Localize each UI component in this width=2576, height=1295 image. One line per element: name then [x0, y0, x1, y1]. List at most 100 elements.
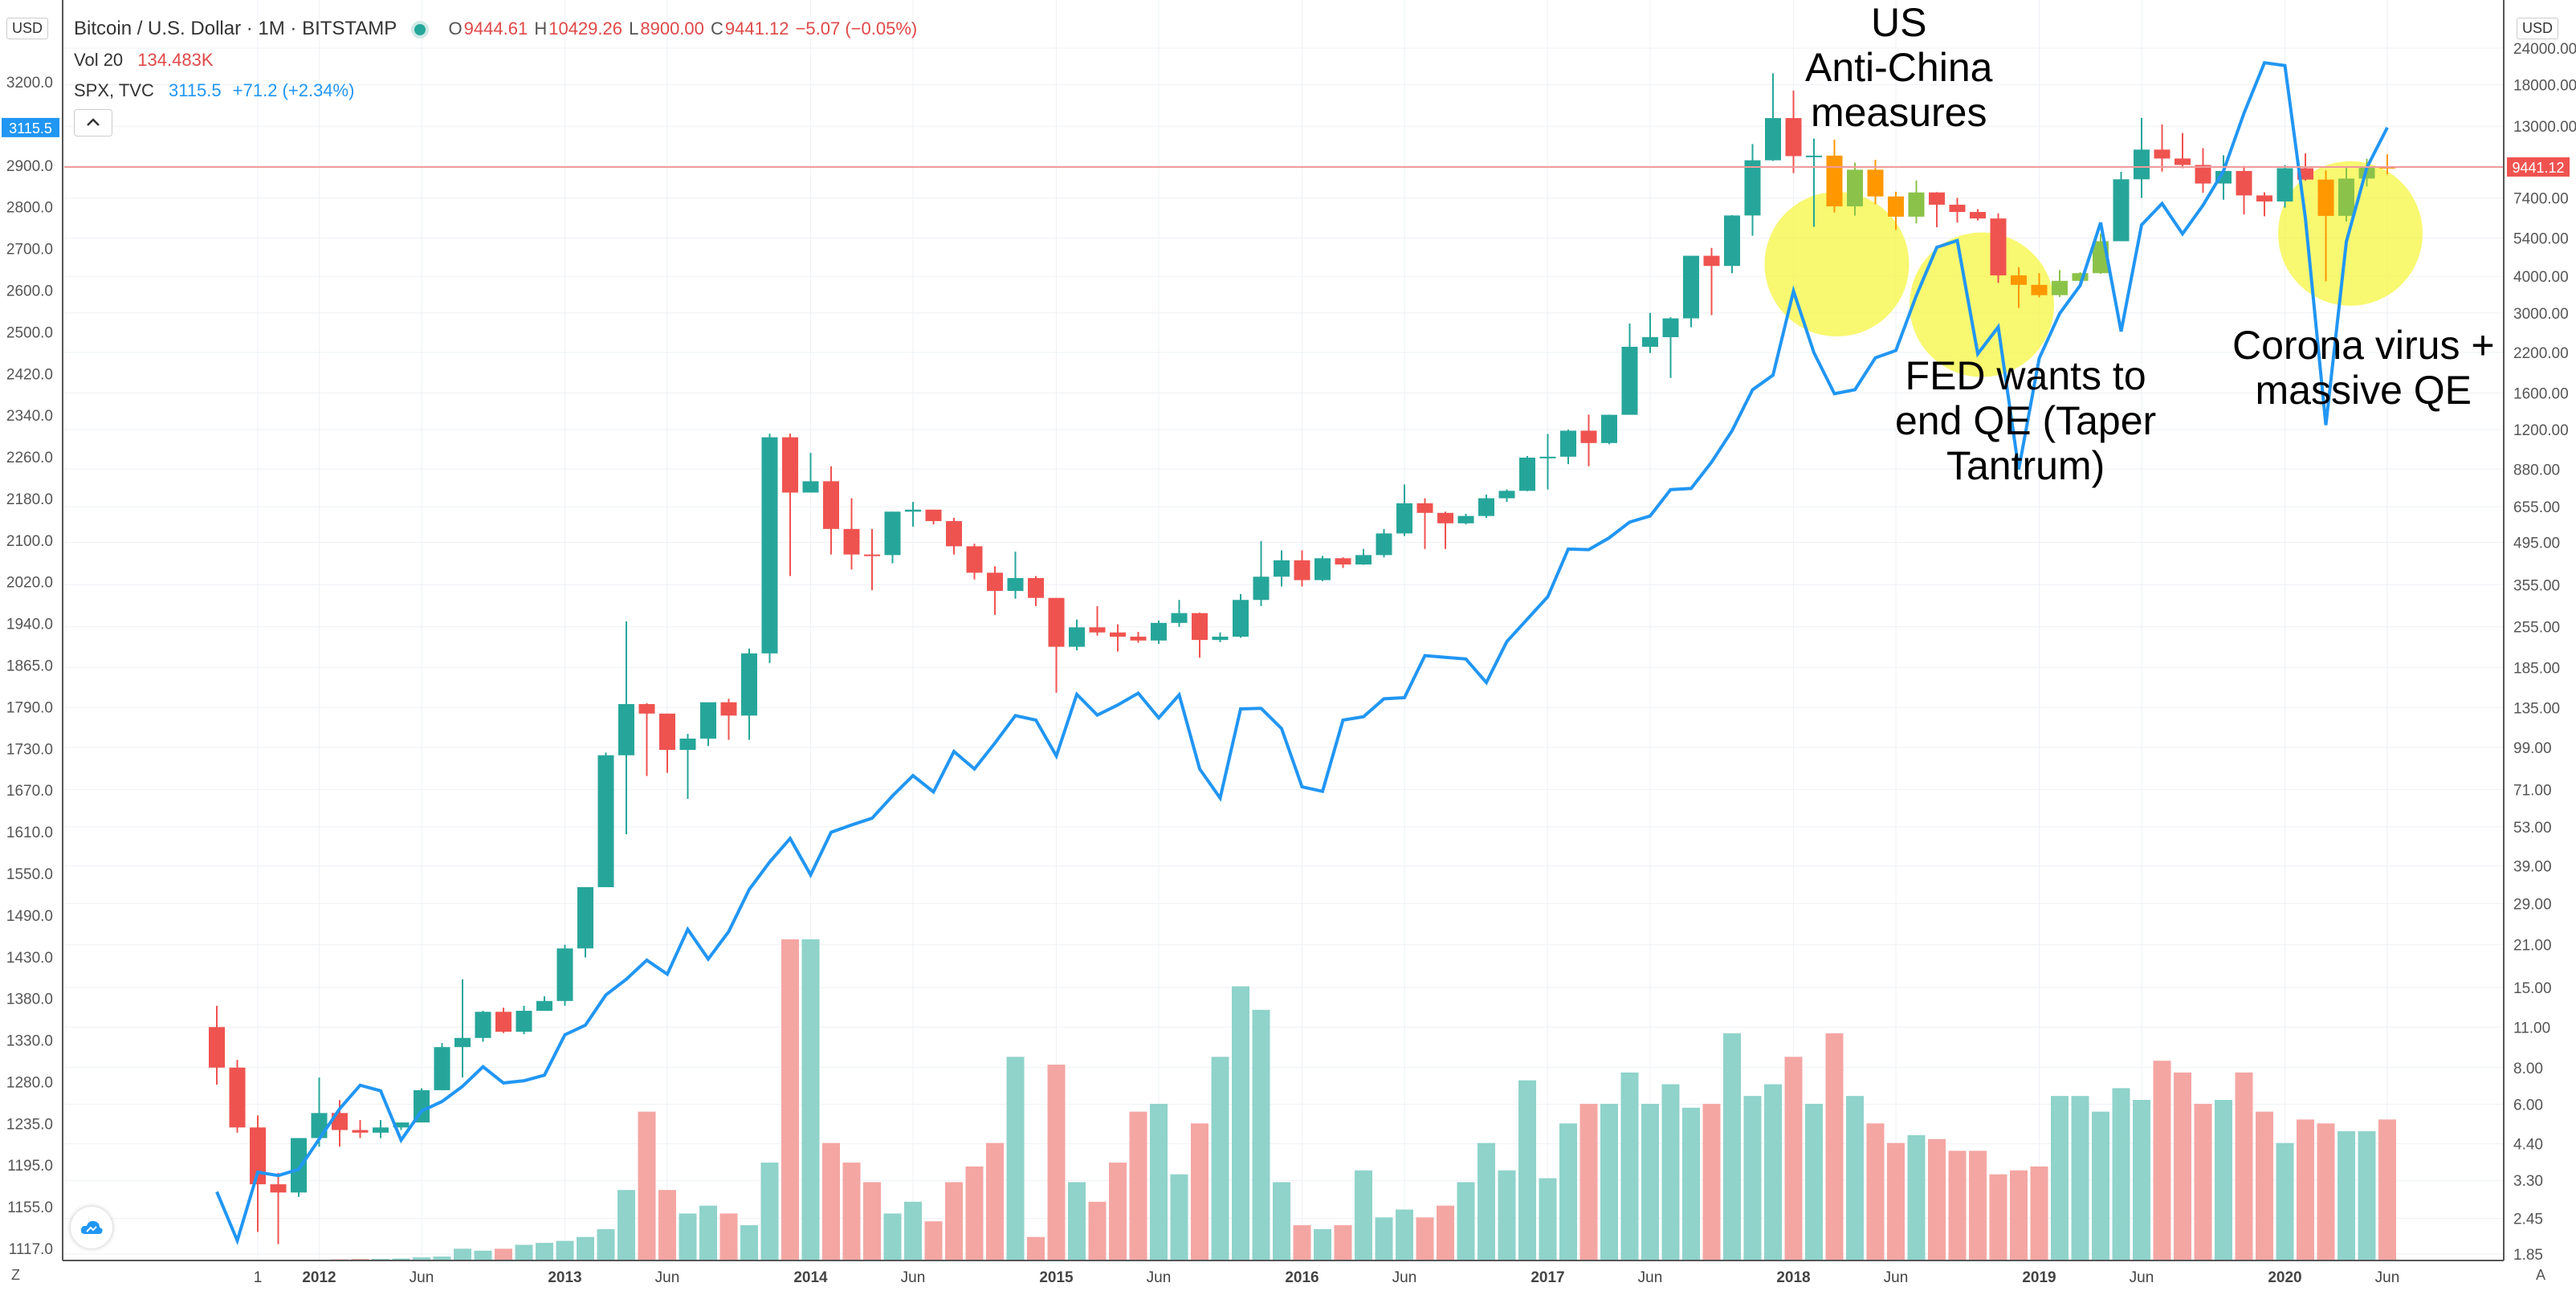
left-tick-label: 2700.0: [6, 242, 53, 259]
volume-value: 134.483K: [137, 50, 214, 70]
right-tick-label: 29.00: [2513, 897, 2552, 914]
candle-body: [2031, 284, 2048, 295]
candle-body: [2113, 179, 2130, 242]
candle-body: [373, 1127, 389, 1133]
right-currency-label[interactable]: USD: [2517, 18, 2559, 39]
left-tick-label: 1380.0: [6, 992, 53, 1008]
candle-body: [1662, 318, 1679, 337]
candle-body: [1949, 204, 1966, 213]
spx-last-badge-text: 3115.5: [9, 120, 52, 136]
left-price-axis[interactable]: 3200.03000.02900.02800.02700.02600.02500…: [2, 0, 63, 1260]
annotation-line: Tantrum): [1946, 443, 2105, 488]
annotation-line: FED wants to: [1905, 353, 2146, 398]
volume-bar: [536, 1243, 553, 1260]
volume-bar: [1109, 1163, 1127, 1260]
volume-bar: [1518, 1080, 1536, 1260]
volume-bar: [679, 1213, 697, 1260]
candle-body: [1457, 515, 1474, 523]
candle-body: [536, 1000, 552, 1011]
right-tick-label: 1200.00: [2513, 422, 2569, 439]
spx-line: [215, 61, 2389, 1246]
candle-body: [1192, 613, 1208, 641]
volume-bar: [1539, 1178, 1557, 1260]
candle-body: [1519, 458, 1535, 491]
highlight-circle: [1764, 192, 1910, 337]
right-tick-label: 6.00: [2513, 1097, 2543, 1114]
volume-bar: [2235, 1072, 2253, 1260]
volume-bar: [1047, 1065, 1066, 1260]
candle-body: [700, 702, 716, 739]
candle-body: [720, 702, 737, 716]
time-tick-label: 1: [254, 1269, 263, 1286]
volume-bar: [454, 1248, 471, 1260]
candle-body: [659, 713, 675, 751]
cloud-icon: [80, 1220, 103, 1234]
time-axis[interactable]: 1 2012 Jun 2013 Jun 2014 Jun 2015 Jun 2016 Jun 2017…: [63, 1260, 2504, 1286]
volume-bar: [1232, 986, 1249, 1260]
volume-bar: [1293, 1225, 1311, 1260]
annotation-line: massive QE: [2255, 368, 2472, 413]
auto-scale-button[interactable]: A: [2536, 1267, 2546, 1283]
ohlc-values: O9444.61 H10429.26 L8900.00 C9441.12 −5.…: [448, 18, 918, 39]
volume-bar: [1211, 1057, 1229, 1260]
volume-bars: [208, 939, 2396, 1260]
candle-body: [1560, 430, 1576, 457]
right-tick-label: 1600.00: [2513, 385, 2569, 402]
zoom-reset-button[interactable]: Z: [11, 1267, 20, 1283]
volume-bar: [1088, 1201, 1107, 1260]
candle-body: [2154, 149, 2170, 159]
collapse-legend-button[interactable]: [74, 109, 112, 136]
volume-legend[interactable]: Vol 20 134.483K: [74, 50, 214, 71]
left-tick-label: 1117.0: [9, 1241, 53, 1258]
volume-bar: [2153, 1061, 2171, 1260]
candle-body: [352, 1130, 369, 1133]
market-status-icon: [411, 21, 430, 39]
right-tick-label: 24000.00: [2513, 41, 2576, 58]
candle-body: [1826, 155, 1843, 207]
right-tick-label: 655.00: [2513, 499, 2560, 516]
last-price-badge-text: 9441.12: [2512, 160, 2564, 176]
cloud-save-button[interactable]: [71, 1207, 112, 1248]
candle-body: [1642, 336, 1658, 347]
volume-bar: [1559, 1123, 1577, 1260]
candle-body: [1929, 192, 1945, 205]
candle-body: [556, 948, 573, 1001]
left-tick-label: 2900.0: [6, 158, 53, 175]
volume-bar: [1723, 1033, 1741, 1260]
volume-bar: [495, 1248, 512, 1260]
volume-bar: [392, 1258, 410, 1260]
volume-bar: [1928, 1138, 1946, 1260]
candle-body: [1724, 215, 1740, 267]
left-currency-label[interactable]: USD: [6, 18, 49, 39]
candle-body: [2276, 168, 2293, 202]
volume-bar: [1375, 1217, 1393, 1260]
right-tick-label: 71.00: [2513, 783, 2552, 800]
candle-body: [1478, 498, 1494, 516]
right-tick-label: 39.00: [2513, 859, 2552, 876]
time-tick-label: Jun: [1884, 1269, 1909, 1286]
volume-bar: [2276, 1142, 2294, 1260]
left-tick-label: 1940.0: [6, 617, 53, 633]
time-tick-label: 2014: [793, 1269, 828, 1286]
symbol-title[interactable]: Bitcoin / U.S. Dollar · 1M · BITSTAMP: [74, 18, 397, 39]
candle-body: [209, 1027, 225, 1068]
right-tick-label: 18000.00: [2513, 78, 2576, 95]
volume-bar: [965, 1166, 984, 1260]
change-value: −5.07 (−0.05%): [795, 18, 918, 39]
candle-body: [638, 703, 655, 714]
volume-bar: [2030, 1166, 2048, 1260]
candle-body: [946, 521, 962, 547]
right-price-axis[interactable]: 24000.00 18000.00 13000.00 7400.00 5400.00 40…: [2503, 0, 2576, 1264]
candle-body: [823, 481, 839, 529]
volume-bar: [986, 1142, 1004, 1260]
volume-bar: [1314, 1228, 1331, 1260]
volume-bar: [1969, 1150, 1987, 1260]
candle-body: [597, 755, 614, 888]
candle-body: [475, 1012, 491, 1038]
candle-body: [2011, 275, 2027, 285]
left-tick-label: 1550.0: [6, 866, 53, 883]
volume-bar: [883, 1213, 902, 1260]
spx-legend[interactable]: SPX, TVC 3115.5 +71.2 (+2.34%): [74, 80, 354, 101]
right-tick-label: 2.45: [2513, 1211, 2543, 1228]
